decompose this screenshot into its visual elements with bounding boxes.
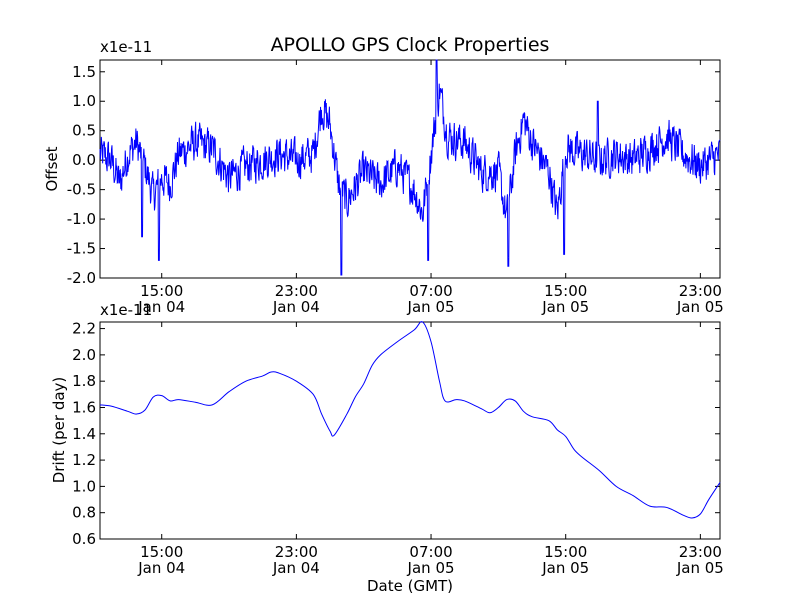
drift-y-axis-label: Drift (per day)	[50, 377, 68, 484]
offset-y-tick-label: 0.5	[72, 122, 96, 140]
drift-x-tick-time: 15:00	[544, 543, 587, 561]
drift-y-tick-label: 0.8	[72, 504, 96, 522]
offset-x-tick-date: Jan 04	[137, 298, 185, 316]
offset-series-line	[99, 59, 721, 276]
offset-x-tick-date: Jan 05	[541, 298, 589, 316]
drift-y-tick-label: 1.2	[72, 451, 96, 469]
offset-x-tick-time: 07:00	[409, 282, 452, 300]
chart-title: APOLLO GPS Clock Properties	[271, 34, 550, 56]
drift-x-tick-time: 23:00	[275, 543, 318, 561]
drift-x-tick-time: 23:00	[679, 543, 722, 561]
offset-x-tick-time: 23:00	[679, 282, 722, 300]
drift-x-tick-date: Jan 05	[407, 559, 455, 577]
drift-x-tick-date: Jan 04	[137, 559, 185, 577]
offset-y-tick-label: -0.5	[67, 181, 96, 199]
offset-y-axis-label: Offset	[43, 146, 61, 191]
drift-y-tick-label: 0.6	[72, 530, 96, 548]
offset-x-tick-time: 15:00	[544, 282, 587, 300]
offset-y-tick-label: 1.0	[72, 92, 96, 110]
offset-y-tick-label: -1.0	[67, 210, 96, 228]
drift-y-tick-label: 1.0	[72, 477, 96, 495]
drift-y-tick-label: 1.6	[72, 398, 96, 416]
drift-x-tick-time: 15:00	[140, 543, 183, 561]
offset-x-tick-time: 15:00	[140, 282, 183, 300]
drift-y-tick-label: 1.4	[72, 425, 96, 443]
drift-series-line	[99, 321, 721, 519]
drift-plot-frame	[99, 321, 721, 540]
offset-x-tick-date: Jan 04	[272, 298, 320, 316]
offset-x-tick-date: Jan 05	[407, 298, 455, 316]
offset-x-tick-time: 23:00	[275, 282, 318, 300]
drift-x-tick-time: 07:00	[409, 543, 452, 561]
drift-y-tick-label: 2.2	[72, 320, 96, 338]
drift-y-tick-label: 1.8	[72, 372, 96, 390]
offset-x-tick-date: Jan 05	[676, 298, 724, 316]
offset-y-tick-label: 1.5	[72, 63, 96, 81]
offset-scale-label: x1e-11	[100, 38, 152, 56]
offset-y-tick-label: 0.0	[72, 151, 96, 169]
drift-scale-label: x1e-11	[100, 301, 152, 319]
offset-y-tick-label: -1.5	[67, 240, 96, 258]
offset-y-tick-label: -2.0	[67, 269, 96, 287]
drift-x-tick-date: Jan 04	[272, 559, 320, 577]
drift-x-tick-date: Jan 05	[541, 559, 589, 577]
drift-y-tick-label: 2.0	[72, 346, 96, 364]
offset-plot-frame	[99, 59, 721, 279]
drift-x-tick-date: Jan 05	[676, 559, 724, 577]
x-axis-label: Date (GMT)	[367, 577, 453, 595]
